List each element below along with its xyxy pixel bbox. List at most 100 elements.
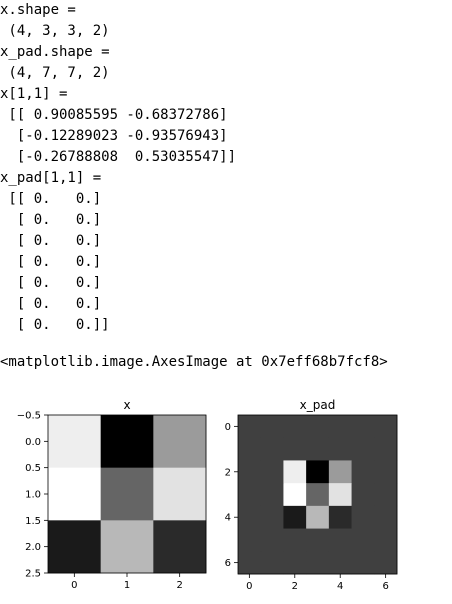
axes-x: x 0 1 2 −0.5 0.0 0.5 1.0 1.5 2.0 2.5 (17, 398, 207, 591)
heatmap-cell (351, 415, 375, 439)
heatmap-cell (238, 551, 262, 575)
output-line: [ 0. 0.] (0, 275, 102, 291)
heatmap-cell (48, 520, 102, 574)
heatmap-cell (283, 505, 307, 529)
heatmap-cell (351, 460, 375, 484)
output-line: [ 0. 0.] (0, 296, 102, 312)
heatmap-cell (374, 460, 398, 484)
heatmap-cell (153, 467, 207, 521)
output-line: x_pad.shape = (0, 44, 110, 60)
heatmap-cell (328, 505, 352, 529)
heatmap-cell (374, 415, 398, 439)
y-tick-label: 2.0 (25, 542, 41, 553)
heatmap-cell (328, 415, 352, 439)
y-tick-label: 1.5 (25, 516, 41, 527)
y-tick-label: 1.0 (25, 490, 41, 501)
heatmap-cell (374, 437, 398, 461)
heatmap-cell (351, 505, 375, 529)
y-tick-label: −0.5 (17, 411, 41, 422)
x-tick-label: 2 (176, 580, 182, 591)
heatmap-cell (374, 551, 398, 575)
heatmap-cell (238, 505, 262, 529)
heatmap-cell (238, 460, 262, 484)
output-line: [ 0. 0.] (0, 233, 102, 249)
heatmap-cell (306, 415, 330, 439)
heatmap-cell (283, 460, 307, 484)
heatmap-cell (48, 415, 102, 469)
heatmap-cell (283, 528, 307, 552)
heatmap-cell (351, 437, 375, 461)
heatmap-cell (283, 483, 307, 507)
matplotlib-figure: x 0 1 2 −0.5 0.0 0.5 1.0 1.5 2.0 2.5 x_pad 0 2 4 6 0 2 4 6 (0, 388, 452, 599)
heatmap-cell (260, 460, 284, 484)
heatmap-cell (374, 483, 398, 507)
heatmap-cell (260, 551, 284, 575)
heatmap-cell (48, 467, 102, 521)
heatmap-cell (328, 483, 352, 507)
heatmap-cell (306, 551, 330, 575)
heatmap-cell (283, 415, 307, 439)
heatmap-cell (238, 528, 262, 552)
heatmap-cell (153, 415, 207, 469)
output-line: x.shape = (0, 2, 76, 18)
heatmap-cell (100, 415, 154, 469)
heatmap-cell (100, 467, 154, 521)
output-line: (4, 3, 3, 2) (0, 23, 110, 39)
heatmap-cell (328, 528, 352, 552)
heatmap-cell (374, 528, 398, 552)
heatmap-cell (351, 551, 375, 575)
heatmap-cell (283, 437, 307, 461)
y-tick-label: 4 (225, 513, 231, 524)
heatmap-cell (260, 437, 284, 461)
heatmap-cell (306, 437, 330, 461)
output-line: [-0.26788808 0.53035547]] (0, 149, 237, 165)
output-line: [[ 0.90085595 -0.68372786] (0, 107, 228, 123)
x-tick-label: 2 (292, 581, 298, 592)
heatmap-cell (260, 415, 284, 439)
heatmap-cell (351, 528, 375, 552)
heatmap-cell (260, 505, 284, 529)
heatmap-cell (100, 520, 154, 574)
heatmap-cell (374, 505, 398, 529)
x-tick-label: 0 (71, 580, 77, 591)
chart-title: x_pad (300, 398, 336, 412)
x-tick-label: 1 (124, 580, 130, 591)
heatmap-cell (153, 520, 207, 574)
heatmap-cell (283, 551, 307, 575)
heatmap-cell (238, 415, 262, 439)
heatmap-cell (328, 437, 352, 461)
y-tick-label: 0.0 (25, 437, 41, 448)
x-tick-label: 0 (246, 581, 252, 592)
heatmap-cell (328, 460, 352, 484)
heatmap-cell (306, 483, 330, 507)
x-tick-label: 4 (337, 581, 343, 592)
repr-line: <matplotlib.image.AxesImage at 0x7eff68b… (0, 354, 388, 370)
output-line: [ 0. 0.] (0, 254, 102, 270)
y-tick-label: 6 (225, 558, 231, 569)
x-tick-label: 6 (382, 581, 388, 592)
heatmap-cell (260, 483, 284, 507)
y-tick-label: 0.5 (25, 463, 41, 474)
heatmap-cell (306, 460, 330, 484)
axes-x-pad: x_pad 0 2 4 6 0 2 4 6 (225, 398, 398, 592)
y-tick-label: 0 (225, 422, 231, 433)
heatmap-cell (328, 551, 352, 575)
heatmap-cell (351, 483, 375, 507)
output-line: [-0.12289023 -0.93576943] (0, 128, 228, 144)
output-line: [ 0. 0.] (0, 212, 102, 228)
output-line: [ 0. 0.]] (0, 317, 110, 333)
figure-canvas: x 0 1 2 −0.5 0.0 0.5 1.0 1.5 2.0 2.5 x_pad 0 2 4 6 0 2 4 6 (17, 398, 398, 592)
output-line: (4, 7, 7, 2) (0, 65, 110, 81)
heatmap-cell (238, 437, 262, 461)
output-line: x_pad[1,1] = (0, 170, 102, 186)
heatmap-cell (260, 528, 284, 552)
output-line: x[1,1] = (0, 86, 68, 102)
axes-frame (237, 414, 398, 575)
heatmap-cell (238, 483, 262, 507)
chart-title: x (123, 398, 130, 412)
heatmap-cell (306, 505, 330, 529)
y-tick-label: 2.5 (25, 569, 41, 580)
y-tick-label: 2 (225, 467, 231, 478)
heatmap-cell (306, 528, 330, 552)
output-line: [[ 0. 0.] (0, 191, 102, 207)
